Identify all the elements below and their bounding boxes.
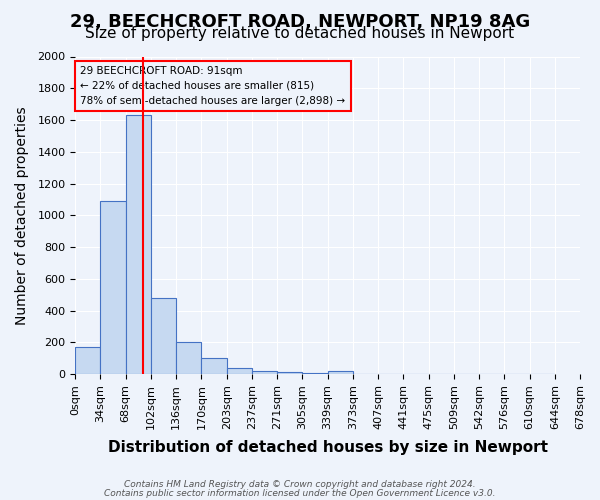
Text: Contains HM Land Registry data © Crown copyright and database right 2024.: Contains HM Land Registry data © Crown c… [124,480,476,489]
Bar [202,358,227,374]
Bar [328,371,353,374]
Bar [75,347,100,374]
Bar [100,201,125,374]
X-axis label: Distribution of detached houses by size in Newport: Distribution of detached houses by size … [107,440,548,455]
Text: 29, BEECHCROFT ROAD, NEWPORT, NP19 8AG: 29, BEECHCROFT ROAD, NEWPORT, NP19 8AG [70,12,530,30]
Bar [176,342,202,374]
Text: Size of property relative to detached houses in Newport: Size of property relative to detached ho… [85,26,515,41]
Bar [302,372,328,374]
Bar [252,371,277,374]
Bar [151,298,176,374]
Bar [227,368,252,374]
Bar [125,116,151,374]
Y-axis label: Number of detached properties: Number of detached properties [15,106,29,324]
Text: Contains public sector information licensed under the Open Government Licence v3: Contains public sector information licen… [104,488,496,498]
Text: 29 BEECHCROFT ROAD: 91sqm
← 22% of detached houses are smaller (815)
78% of semi: 29 BEECHCROFT ROAD: 91sqm ← 22% of detac… [80,66,346,106]
Bar [277,372,302,374]
